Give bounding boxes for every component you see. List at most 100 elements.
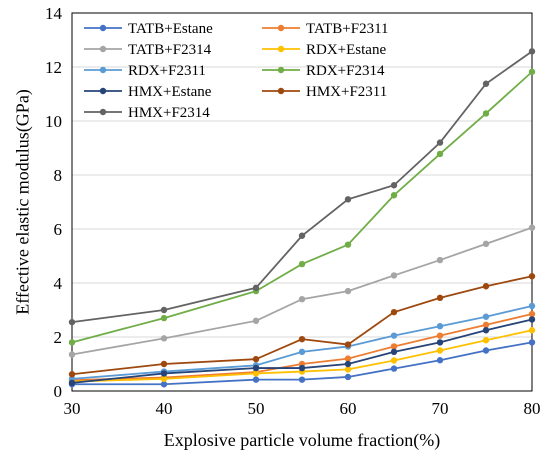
data-point (252, 317, 260, 324)
data-point (68, 318, 76, 326)
data-point (298, 335, 306, 343)
data-point (160, 306, 168, 314)
legend-item: TATB+Estane (84, 21, 213, 37)
data-point (528, 310, 536, 318)
data-point (344, 366, 352, 373)
data-point (482, 337, 490, 344)
legend-item: TATB+F2314 (84, 42, 212, 58)
data-point (298, 348, 306, 356)
data-point (390, 272, 398, 279)
data-point (528, 273, 536, 280)
series-rdx-f2314 (68, 68, 536, 346)
data-point (436, 256, 444, 264)
data-point (160, 370, 168, 377)
data-point (252, 284, 260, 292)
axis-ticks: 0 2 4 6 8 10 12 14 30 40 50 60 70 80 (45, 4, 541, 418)
data-point (390, 192, 398, 199)
data-point (390, 357, 398, 364)
data-point (436, 294, 444, 302)
data-point (482, 240, 490, 248)
x-tick-label: 30 (64, 399, 81, 418)
data-point (344, 355, 352, 362)
legend-label: TATB+Estane (128, 21, 213, 37)
data-point (528, 339, 536, 346)
data-point (528, 68, 536, 76)
data-point (390, 308, 398, 316)
data-point (390, 332, 398, 339)
legend-swatch-marker (277, 24, 285, 32)
data-point (160, 375, 168, 383)
data-point (344, 241, 352, 248)
data-point (344, 196, 352, 203)
data-point (68, 339, 76, 346)
data-point (482, 321, 490, 329)
data-point (160, 314, 168, 322)
data-point (528, 48, 536, 55)
legend-item: HMX+Estane (84, 84, 212, 100)
data-point (252, 355, 260, 363)
data-point (436, 357, 444, 364)
legend-swatch-marker (277, 45, 285, 53)
data-point (298, 260, 306, 268)
y-axis-title: Effective elastic modulus(GPa) (12, 89, 33, 315)
legend-item: HMX+F2314 (84, 105, 210, 121)
x-tick-label: 80 (524, 399, 541, 418)
data-point (298, 232, 306, 239)
series-tatb-f2314 (68, 224, 536, 358)
legend-item: RDX+F2311 (84, 63, 206, 79)
data-point (436, 150, 444, 158)
data-point (344, 341, 352, 348)
data-point (482, 110, 490, 117)
series-hmx-estane (68, 316, 536, 387)
legend-swatch-marker (99, 66, 107, 74)
data-point (252, 370, 260, 377)
data-point (68, 379, 76, 387)
y-tick-label: 10 (45, 112, 62, 131)
data-point (390, 182, 398, 189)
data-point (344, 287, 352, 295)
data-point (482, 80, 490, 87)
legend-label: TATB+F2314 (128, 42, 212, 58)
legend-label: RDX+Estane (306, 42, 386, 58)
legend-item: HMX+F2311 (262, 84, 387, 100)
legend-swatch-marker (99, 87, 107, 95)
data-point (436, 347, 444, 354)
legend-label: HMX+Estane (128, 84, 212, 100)
legend-label: RDX+F2311 (128, 63, 206, 79)
data-point (160, 360, 168, 368)
y-tick-label: 6 (54, 220, 63, 239)
legend-swatch-marker (99, 108, 107, 116)
data-point (436, 332, 444, 339)
y-tick-label: 0 (54, 382, 63, 401)
legend-label: HMX+F2314 (128, 105, 210, 121)
x-tick-label: 70 (432, 399, 449, 418)
data-point (344, 360, 352, 368)
legend-label: HMX+F2311 (306, 84, 387, 100)
data-point (528, 302, 536, 310)
legend-item: RDX+Estane (262, 42, 386, 58)
data-point (436, 139, 444, 146)
y-tick-label: 2 (54, 328, 63, 347)
y-tick-label: 14 (45, 4, 63, 23)
data-point (482, 283, 490, 290)
data-point (482, 313, 490, 320)
data-point (252, 376, 260, 383)
data-point (528, 316, 536, 323)
data-point (528, 224, 536, 231)
data-point (298, 364, 306, 372)
data-point (528, 327, 536, 334)
series-layer (68, 48, 536, 388)
series-line (71, 275, 533, 376)
y-tick-label: 4 (54, 274, 63, 293)
legend-label: RDX+F2314 (306, 63, 385, 79)
plot-frame (71, 12, 533, 392)
y-tick-label: 12 (45, 58, 62, 77)
legend: TATB+Estane TATB+F2311 TATB+F2314 RDX+Estan… (84, 21, 389, 121)
data-point (436, 323, 444, 330)
series-hmx-f2311 (68, 273, 536, 378)
data-point (436, 339, 444, 346)
data-point (390, 365, 398, 372)
legend-item: RDX+F2314 (262, 63, 385, 79)
legend-swatch-marker (99, 45, 107, 53)
x-tick-label: 40 (156, 399, 173, 418)
